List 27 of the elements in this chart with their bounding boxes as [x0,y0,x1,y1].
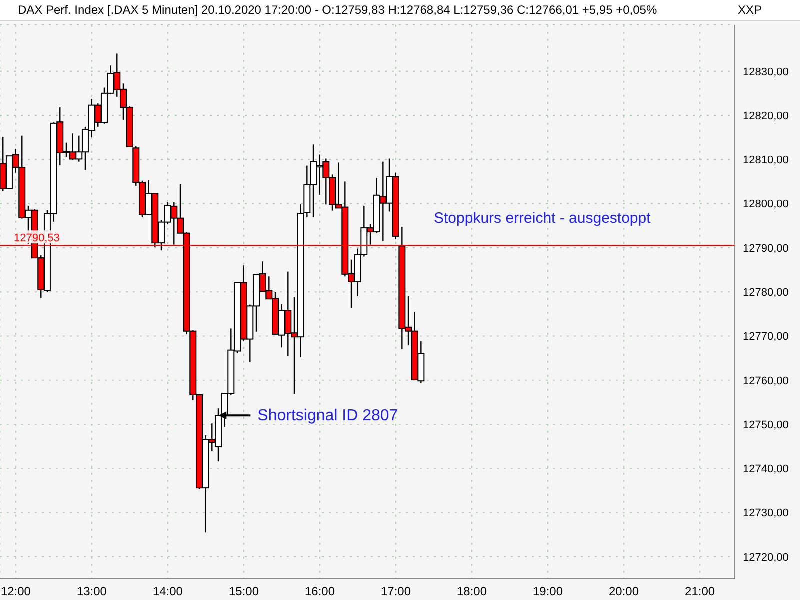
y-tick-label: 12740,00 [743,464,789,476]
annotation: Stoppkurs erreicht - ausgestoppt [434,210,651,227]
y-tick-label: 12730,00 [743,508,789,520]
x-tick-label: 18:00 [456,584,488,599]
y-tick-label: 12830,00 [743,66,789,78]
y-tick-label: 12800,00 [743,198,789,211]
x-tick-label: 20:00 [609,584,640,599]
x-tick-label: 15:00 [228,584,260,599]
annotation: Shortsignal ID 2807 [258,408,398,425]
x-tick-label: 21:00 [685,584,716,599]
y-tick-label: 12750,00 [743,419,789,432]
y-tick-label: 12760,00 [743,375,789,388]
y-tick-label: 12820,00 [743,110,789,122]
x-tick-label: 12:00 [0,584,32,599]
x-tick-label: 14:00 [152,584,184,599]
x-tick-label: 19:00 [533,584,564,599]
x-tick-label: 16:00 [304,584,336,599]
y-tick-label: 12810,00 [743,154,789,167]
y-axis-title: XXP [738,3,762,17]
y-tick-label: 12720,00 [743,552,789,564]
y-tick-label: 12790,00 [743,242,789,255]
ref-line-label: 12790,53 [14,232,60,245]
x-tick-label: 17:00 [380,584,412,599]
y-tick-label: 12780,00 [743,286,789,299]
y-tick-label: 12770,00 [743,331,789,344]
chart-title: DAX Perf. Index [.DAX 5 Minuten] 20.10.2020 17:20:00 - O:12759,83 H:12768,84 L:12759,36 C:12766,01 +5,95 +0,05% [18,3,658,17]
x-tick-label: 13:00 [76,584,108,599]
